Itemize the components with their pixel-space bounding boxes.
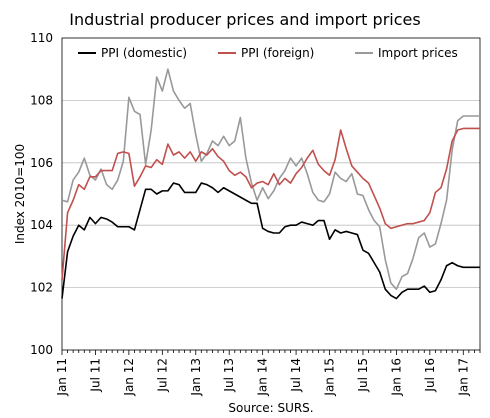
series-line-ppi-domestic [61, 182, 480, 300]
y-tick-label-106: 106 [30, 156, 53, 170]
source-note: Source: SURS. [228, 401, 313, 415]
series-line-import-prices [61, 68, 480, 290]
x-tick-label-jul-15: Jul 15 [356, 358, 370, 393]
x-tick-label-jan-16: Jan 16 [389, 358, 403, 397]
x-tick-label-jan-15: Jan 15 [323, 358, 337, 397]
x-tick-label-jul-12: Jul 12 [155, 358, 169, 393]
legend-label-ppi-domestic: PPI (domestic) [101, 46, 187, 60]
y-tick-label-102: 102 [30, 281, 53, 295]
x-axis: Jan 11 Jul 11 Jan 12 Jul 12 Jan 13 Jul 13 Jan … [55, 350, 481, 397]
legend-label-import-prices: Import prices [378, 46, 458, 60]
series-group [61, 68, 480, 300]
y-tick-label-100: 100 [30, 343, 53, 357]
gridlines [62, 100, 480, 289]
x-tick-label-jul-14: Jul 14 [289, 358, 303, 393]
y-axis: 100 102 104 106 108 110 [30, 31, 53, 357]
x-tick-label-jan-12: Jan 12 [122, 358, 136, 397]
plot-frame [61, 37, 481, 351]
legend: PPI (domestic) PPI (foreign) Import pric… [78, 46, 458, 60]
x-tick-label-jul-11: Jul 11 [88, 358, 102, 393]
x-tick-label-jan-13: Jan 13 [189, 358, 203, 397]
x-tick-label-jan-14: Jan 14 [256, 358, 270, 397]
x-tick-label-jul-16: Jul 16 [423, 358, 437, 393]
y-tick-label-104: 104 [30, 218, 53, 232]
series-line-ppi-foreign [61, 127, 480, 280]
legend-label-ppi-foreign: PPI (foreign) [241, 46, 314, 60]
y-tick-label-110: 110 [30, 31, 53, 45]
x-tick-label-jan-17: Jan 17 [456, 358, 470, 397]
y-axis-title: Index 2010=100 [13, 144, 27, 244]
x-tick-label-jan-11: Jan 11 [55, 358, 69, 397]
x-tick-label-jul-13: Jul 13 [222, 358, 236, 393]
chart-title: Industrial producer prices and import pr… [69, 10, 420, 29]
y-tick-label-108: 108 [30, 93, 53, 107]
